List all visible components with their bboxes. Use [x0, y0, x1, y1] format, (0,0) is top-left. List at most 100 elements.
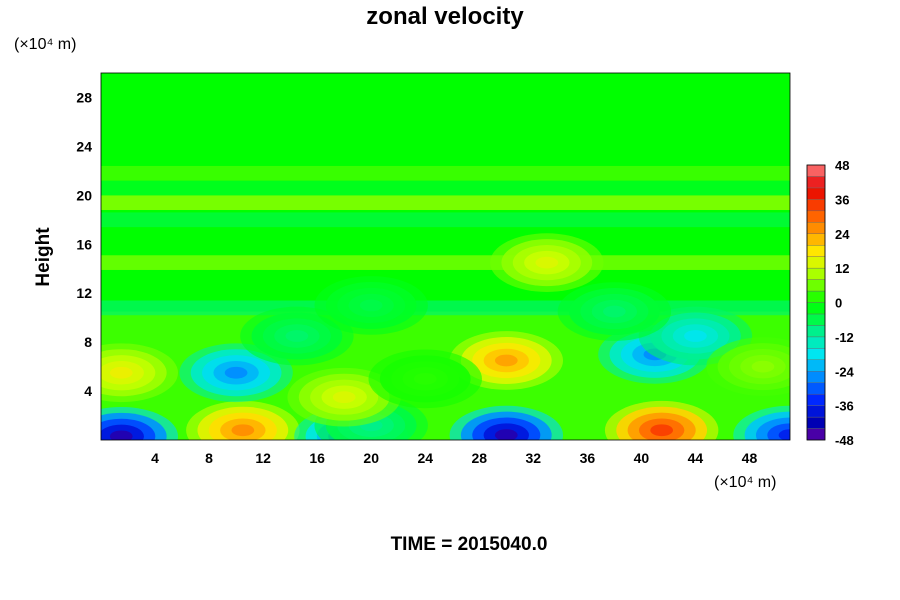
field-feature-12: [638, 306, 753, 366]
colorbar-segment: [806, 199, 826, 212]
contour-4-4: [650, 424, 674, 437]
contour-0-4: [109, 430, 133, 440]
colorbar-segment: [806, 348, 826, 360]
colorbar-segment: [806, 233, 826, 246]
colorbar-segment: [806, 302, 826, 315]
colorbar-frame: [806, 164, 826, 441]
x-tick-label: 24: [417, 450, 433, 466]
x-tick-label: 12: [255, 450, 271, 466]
plot-area: [100, 72, 791, 441]
colorbar-segment: [806, 359, 826, 372]
colorbar-segment: [806, 382, 826, 395]
x-tick-label: 44: [688, 450, 704, 466]
y-tick-label: 20: [76, 187, 92, 203]
x-tick-label: 40: [634, 450, 650, 466]
colorbar-segment: [806, 428, 826, 441]
colorbar-segment: [806, 393, 826, 406]
contour-8-4: [109, 366, 133, 379]
contour-10-4: [494, 354, 518, 367]
contour-12-4: [684, 330, 707, 342]
colorbar-segment: [806, 405, 826, 418]
field-feature-10: [449, 331, 564, 390]
contour-5-4: [778, 429, 790, 440]
colorbar-segment: [806, 222, 826, 234]
contour-14-4: [751, 360, 775, 373]
field-feature-16: [490, 233, 604, 292]
colorbar-segment: [806, 325, 826, 338]
contour-6-4: [224, 366, 248, 379]
field-feature-8: [101, 343, 178, 403]
colorbar-segment: [806, 371, 826, 383]
colorbar-tick-label: 12: [835, 261, 849, 276]
colorbar-segment: [806, 313, 826, 326]
y-axis: 4 8 12 16 20 24 28: [76, 89, 92, 399]
colorbar-segment: [806, 267, 826, 280]
band-1: [101, 255, 790, 270]
y-tick-label: 12: [76, 285, 92, 301]
band-4: [101, 180, 790, 196]
field-feature-4: [604, 400, 719, 440]
x-tick-label: 36: [580, 450, 596, 466]
x-tick-label: 8: [205, 450, 213, 466]
field-feature-0: [101, 406, 178, 440]
colorbar-segment: [806, 245, 826, 257]
band-3: [101, 195, 790, 211]
y-tick-label: 4: [84, 383, 92, 399]
field-feature-5: [733, 405, 790, 440]
x-axis: 4 8 12 16 20 24 28 32 36 40 44 48: [151, 450, 757, 466]
colorbar-tick-label: -48: [835, 433, 854, 448]
colorbar-segment: [806, 187, 826, 200]
y-tick-label: 16: [76, 236, 92, 252]
velocity-field: [101, 165, 790, 440]
contour-13-4: [285, 330, 309, 342]
x-tick-label: 20: [363, 450, 379, 466]
colorbar-segment: [806, 164, 826, 177]
colorbar-segment: [806, 256, 826, 269]
y-tick-label: 28: [76, 89, 92, 105]
contour-15-4: [413, 372, 437, 385]
contour-16-4: [535, 256, 559, 269]
colorbar-segment: [806, 176, 826, 189]
colorbar-segment: [806, 279, 826, 292]
contour-18-4: [603, 305, 626, 318]
colorbar-tick-label: -24: [835, 364, 855, 379]
colorbar-segment: [806, 416, 826, 429]
field-feature-14: [706, 337, 790, 396]
colorbar-segment: [806, 336, 826, 349]
band-2: [101, 212, 790, 228]
field-feature-1: [186, 400, 300, 440]
y-axis-label: Height: [33, 227, 54, 287]
y-tick-label: 8: [84, 334, 92, 350]
x-tick-label: 28: [471, 450, 487, 466]
contour-3-4: [494, 429, 518, 440]
colorbar-segment: [806, 290, 826, 303]
colorbar-tick-label: 48: [835, 158, 849, 173]
contour-17-4: [359, 299, 383, 312]
plot-frame: [100, 72, 791, 441]
x-tick-label: 48: [742, 450, 758, 466]
field-feature-18: [557, 282, 672, 341]
contour-1-4: [231, 424, 255, 437]
colorbar-ticks: -48 -36 -24 -12 0 12 24 36 48: [835, 158, 855, 448]
colorbar-tick-label: 36: [835, 192, 849, 207]
colorbar: [806, 164, 826, 441]
colorbar-tick-label: -36: [835, 399, 854, 414]
x-tick-label: 16: [309, 450, 325, 466]
y-unit-label: (×10⁴ m): [14, 36, 76, 53]
band-5: [101, 165, 790, 181]
x-tick-label: 32: [526, 450, 542, 466]
time-label: TIME = 2015040.0: [391, 534, 548, 555]
x-tick-label: 4: [151, 450, 159, 466]
colorbar-segment: [806, 210, 826, 223]
field-feature-6: [179, 343, 293, 403]
chart-title: zonal velocity: [366, 3, 524, 30]
y-tick-label: 24: [76, 138, 92, 154]
contour-9-4: [332, 391, 356, 404]
colorbar-tick-label: 24: [835, 227, 850, 242]
field-feature-17: [314, 276, 428, 335]
colorbar-tick-label: 0: [835, 296, 842, 311]
x-unit-label: (×10⁴ m): [714, 474, 776, 491]
colorbar-tick-label: -12: [835, 330, 854, 345]
field-feature-3: [449, 405, 564, 440]
